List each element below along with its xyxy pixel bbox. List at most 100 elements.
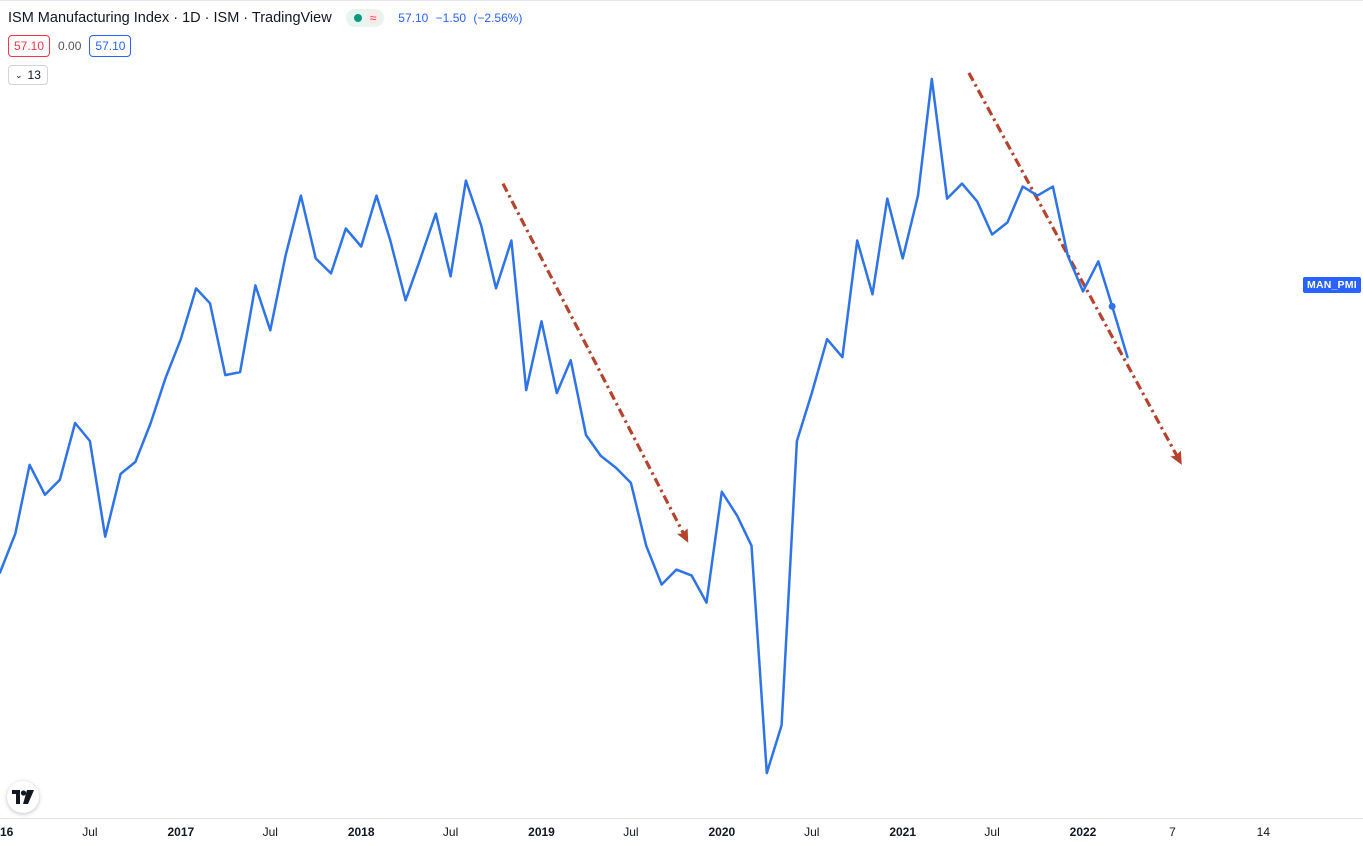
x-axis[interactable]: 2016 Jul 2017 Jul 2018 Jul 2019 Jul 2020 Jul 2021 J… [0,825,1270,839]
data-point-47[interactable] [704,600,710,606]
data-point-9[interactable] [132,459,138,465]
data-point-55[interactable] [824,336,830,342]
data-point-23[interactable] [343,226,349,232]
x-tick-label-11: Jul [984,825,999,839]
data-point-42[interactable] [628,480,634,486]
x-tick-label-2: 2017 [167,825,194,839]
x-tick-label-4: 2018 [348,825,375,839]
data-point-28[interactable] [418,255,424,261]
x-tick-label-6: 2019 [528,825,555,839]
x-tick-label-5: Jul [443,825,458,839]
x-tick-label-1: Jul [82,825,97,839]
x-tick-label-3: Jul [263,825,278,839]
data-point-13[interactable] [193,285,199,291]
data-point-1[interactable] [12,531,18,537]
data-point-2[interactable] [27,462,33,468]
data-point-37[interactable] [554,390,560,396]
data-point-45[interactable] [673,567,679,573]
data-point-32[interactable] [478,223,484,229]
data-point-12[interactable] [178,336,184,342]
status-pill[interactable]: ≈ [345,9,385,27]
indicators-collapse-button[interactable]: ⌄ 13 [8,65,48,85]
data-point-8[interactable] [118,471,124,477]
data-point-75[interactable] [1125,354,1131,360]
data-point-26[interactable] [387,238,393,244]
data-point-63[interactable] [944,196,950,202]
data-point-58[interactable] [870,291,876,297]
data-point-38[interactable] [568,357,574,363]
data-point-65[interactable] [974,199,980,205]
data-point-68[interactable] [1020,184,1026,190]
data-point-40[interactable] [598,453,604,459]
data-point-62[interactable] [929,76,935,82]
data-point-46[interactable] [689,573,695,579]
symbol-title[interactable]: ISM Manufacturing Index · 1D · ISM · Tra… [8,10,332,26]
data-point-39[interactable] [583,432,589,438]
data-point-27[interactable] [403,297,409,303]
data-point-66[interactable] [989,232,995,238]
buy-value-box[interactable]: 57.10 [89,35,132,57]
data-point-19[interactable] [283,252,289,258]
price-change: −1.50 [435,11,467,25]
data-point-16[interactable] [237,369,243,375]
data-point-41[interactable] [613,465,619,471]
data-point-67[interactable] [1004,220,1010,226]
data-point-36[interactable] [539,318,545,324]
data-point-7[interactable] [102,534,108,540]
trend-arrow-1[interactable] [967,72,1179,458]
data-point-21[interactable] [313,255,319,261]
data-point-57[interactable] [854,238,860,244]
sell-value-box[interactable]: 57.10 [8,35,51,57]
x-tick-label-8: 2020 [708,825,735,839]
data-point-56[interactable] [839,354,845,360]
data-point-71[interactable] [1065,252,1071,258]
data-point-0[interactable] [0,570,3,576]
data-point-20[interactable] [298,193,304,199]
data-point-48[interactable] [719,489,725,495]
data-point-44[interactable] [659,582,665,588]
data-point-11[interactable] [163,375,169,381]
data-point-54[interactable] [809,390,815,396]
data-point-61[interactable] [915,193,921,199]
data-point-69[interactable] [1035,193,1041,199]
data-point-14[interactable] [207,300,213,306]
data-point-35[interactable] [523,387,529,393]
data-point-70[interactable] [1050,184,1056,190]
data-point-60[interactable] [900,255,906,261]
data-point-33[interactable] [493,285,499,291]
data-point-6[interactable] [87,438,93,444]
data-point-22[interactable] [328,270,334,276]
data-point-24[interactable] [358,244,364,250]
data-point-31[interactable] [463,178,469,184]
data-point-10[interactable] [148,420,154,426]
data-point-18[interactable] [267,327,273,333]
tradingview-logo[interactable] [7,781,39,813]
data-point-5[interactable] [72,420,78,426]
data-point-15[interactable] [222,372,228,378]
data-point-34[interactable] [508,238,514,244]
data-point-59[interactable] [884,196,890,202]
x-tick-label-10: 2021 [889,825,916,839]
x-tick-label-0: 2016 [0,825,14,839]
data-point-25[interactable] [374,193,380,199]
data-point-3[interactable] [42,492,48,498]
data-point-29[interactable] [433,211,439,217]
series-line-0[interactable] [0,77,1129,775]
value-row: 57.10 0.00 57.10 [8,35,132,57]
data-point-17[interactable] [252,282,258,288]
data-point-72[interactable] [1080,288,1086,294]
data-point-73[interactable] [1095,258,1101,264]
header-values: 57.10 −1.50 (−2.56%) [398,11,526,25]
data-point-64[interactable] [959,181,965,187]
data-point-50[interactable] [749,543,755,549]
data-point-53[interactable] [794,438,800,444]
trend-arrow-0[interactable] [501,182,686,536]
data-point-51[interactable] [764,770,770,776]
data-point-49[interactable] [734,513,740,519]
data-point-43[interactable] [643,543,649,549]
data-point-52[interactable] [779,722,785,728]
x-tick-label-12: 2022 [1070,825,1097,839]
data-point-30[interactable] [448,273,454,279]
data-point-4[interactable] [57,477,63,483]
